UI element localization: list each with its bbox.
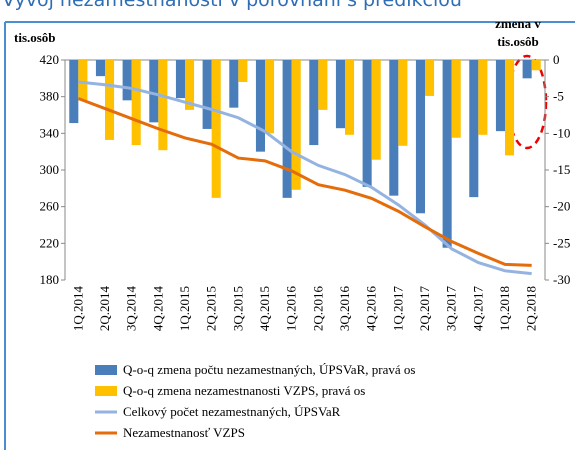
bar xyxy=(175,60,185,99)
x-tick-label: 4Q.2014 xyxy=(150,286,165,332)
y-tick-label: 220 xyxy=(40,235,60,250)
bar xyxy=(318,60,328,110)
y2-axis-label: zmena v xyxy=(495,16,541,31)
bar xyxy=(149,60,159,123)
legend-swatch xyxy=(95,365,117,375)
legend-swatch xyxy=(95,386,117,396)
y2-tick-label: -15 xyxy=(553,162,570,177)
x-tick-label: 2Q.2015 xyxy=(204,286,219,331)
x-tick-label: 4Q.2015 xyxy=(257,286,272,331)
x-tick-label: 1Q.2014 xyxy=(70,286,85,332)
x-tick-label: 4Q.2016 xyxy=(364,286,379,332)
chart-title: Vývoj nezamestnanosti v porovnaní s pred… xyxy=(2,0,462,11)
x-tick-label: 3Q.2014 xyxy=(124,286,139,332)
x-tick-label: 4Q.2017 xyxy=(470,286,485,332)
bar xyxy=(469,60,479,198)
bar xyxy=(371,60,381,160)
bar xyxy=(345,60,355,135)
x-tick-label: 1Q.2015 xyxy=(177,286,192,331)
legend-label: Q-o-q zmena nezamestnanosti VZPS, pravá … xyxy=(123,383,365,398)
legend-label: Q-o-q zmena počtu nezamestnaných, ÚPSVaR… xyxy=(123,362,415,377)
bar xyxy=(158,60,168,151)
title-band xyxy=(0,0,575,22)
y2-axis-label: tis.osôb xyxy=(497,34,539,49)
x-tick-label: 1Q.2016 xyxy=(284,286,299,332)
x-tick-label: 3Q.2016 xyxy=(337,286,352,332)
y-tick-label: 420 xyxy=(40,52,60,67)
bar xyxy=(398,60,408,146)
bar xyxy=(282,60,292,198)
legend-label: Nezamestnanosť VZPS xyxy=(123,425,245,440)
bar xyxy=(211,60,221,198)
y2-tick-label: -25 xyxy=(553,235,570,250)
bar xyxy=(105,60,115,140)
y2-tick-label: -5 xyxy=(553,89,564,104)
y-tick-label: 380 xyxy=(40,89,60,104)
bar xyxy=(389,60,399,196)
bar xyxy=(451,60,461,138)
bar xyxy=(531,60,541,71)
y2-tick-label: -10 xyxy=(553,125,570,140)
bar xyxy=(265,60,275,134)
highlight-ellipse xyxy=(506,54,548,150)
bar xyxy=(478,60,488,135)
x-tick-label: 2Q.2014 xyxy=(97,286,112,332)
y-tick-label: 340 xyxy=(40,125,60,140)
bar xyxy=(522,60,532,79)
x-tick-label: 2Q.2017 xyxy=(417,286,432,332)
bar xyxy=(442,60,452,248)
bar xyxy=(229,60,239,108)
bar xyxy=(495,60,505,132)
y2-tick-label: -20 xyxy=(553,199,570,214)
x-tick-label: 2Q.2016 xyxy=(310,286,325,332)
bar xyxy=(415,60,425,214)
x-tick-label: 1Q.2017 xyxy=(390,286,405,332)
bar xyxy=(238,60,248,82)
bar xyxy=(335,60,345,129)
y-tick-label: 260 xyxy=(40,199,60,214)
y-axis-label: tis.osôb xyxy=(14,30,56,45)
y2-tick-label: -30 xyxy=(553,272,570,287)
bar xyxy=(95,60,105,77)
line xyxy=(78,80,532,276)
bar xyxy=(362,60,372,187)
bar xyxy=(202,60,212,129)
bar xyxy=(505,60,515,156)
x-tick-label: 3Q.2017 xyxy=(444,286,459,332)
bar xyxy=(291,60,301,190)
bar xyxy=(78,60,88,101)
bar xyxy=(131,60,141,146)
line xyxy=(77,97,532,267)
bar xyxy=(255,60,265,152)
bar xyxy=(122,60,132,101)
x-tick-label: 3Q.2015 xyxy=(230,286,245,331)
y-tick-label: 180 xyxy=(40,272,60,287)
bar xyxy=(69,60,79,124)
bar xyxy=(425,60,435,96)
bar xyxy=(185,60,195,110)
x-tick-label: 2Q.2018 xyxy=(524,286,539,331)
x-tick-label: 1Q.2018 xyxy=(497,286,512,331)
legend-label: Celkový počet nezamestnaných, ÚPSVaR xyxy=(123,404,341,419)
y-tick-label: 300 xyxy=(40,162,60,177)
bar xyxy=(309,60,319,146)
y2-tick-label: 0 xyxy=(553,52,560,67)
